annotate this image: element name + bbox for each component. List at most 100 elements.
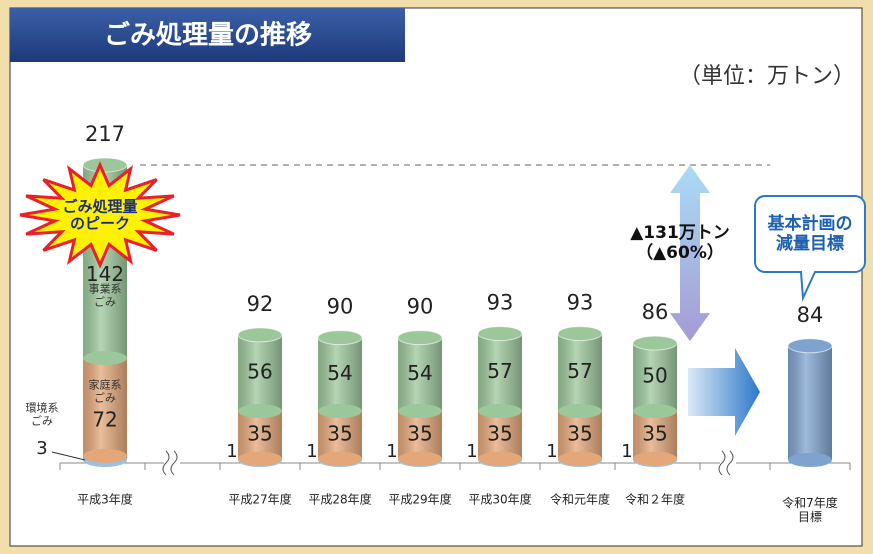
x-tick-label: 令和２年度	[625, 492, 685, 507]
value-label: 35	[642, 421, 667, 445]
segment-top	[632, 335, 678, 351]
segment-bottom	[83, 351, 127, 366]
segment-shade	[238, 334, 282, 412]
segment-shade	[633, 411, 677, 459]
value-label: 72	[92, 407, 117, 431]
cylinder-segment	[397, 330, 443, 419]
value-label: 3	[36, 438, 47, 459]
segment-bottom	[238, 451, 282, 466]
x-tick-label: 平成3年度	[77, 492, 133, 507]
total-label: 90	[327, 295, 354, 319]
value-label: 54	[407, 361, 432, 385]
x-tick-label: 平成28年度	[308, 492, 371, 507]
total-label: 93	[567, 291, 594, 315]
segment-shade	[318, 337, 362, 412]
value-label: 1	[621, 441, 632, 462]
value-label: 56	[247, 359, 272, 383]
series-name: 環境系ごみ	[26, 401, 59, 428]
segment-shade	[478, 333, 522, 412]
target-label: 基本計画の減量目標	[767, 213, 853, 254]
x-tick-label: 令和元年度	[550, 492, 610, 507]
segment-bottom	[478, 404, 522, 419]
cylinder-segment	[317, 330, 363, 419]
segment-bottom	[633, 404, 677, 419]
cylinder-segment	[477, 326, 523, 419]
axis-break-gap	[720, 451, 736, 475]
segment-top	[477, 326, 523, 342]
x-tick-label: 平成29年度	[388, 492, 451, 507]
total-label: 93	[487, 291, 514, 315]
axis-break-gap	[164, 451, 180, 475]
unit-label: （単位：万トン）	[679, 64, 855, 89]
segment-bottom	[478, 451, 522, 466]
segment-top	[237, 327, 283, 343]
value-label: 142	[86, 262, 124, 286]
value-label: 1	[546, 441, 557, 462]
segment-top	[82, 157, 128, 173]
peak-label: ごみ処理量のピーク	[62, 197, 137, 232]
segment-top	[317, 330, 363, 346]
segment-bottom	[398, 451, 442, 466]
segment-shade	[633, 343, 677, 412]
segment-bottom	[788, 453, 832, 467]
value-label: 57	[567, 359, 592, 383]
value-label: 1	[226, 441, 237, 462]
series-name: 事業系ごみ	[89, 283, 122, 309]
x-tick-label: 令和7年度目標	[782, 495, 838, 524]
cylinder-segment	[478, 411, 522, 466]
segment-top	[787, 338, 833, 354]
reduction-label: ▲131万トン（▲60%）	[630, 223, 730, 263]
value-label: 50	[642, 364, 667, 388]
cylinder-segment	[237, 327, 283, 419]
value-label: 1	[386, 441, 397, 462]
value-label: 35	[567, 421, 592, 445]
cylinder-segment	[83, 358, 127, 463]
cylinder-segment	[632, 335, 678, 419]
segment-shade	[398, 337, 442, 412]
segment-shade	[83, 358, 127, 456]
reduction-arrow	[670, 165, 710, 342]
segment-bottom	[318, 451, 362, 466]
segment-shade	[478, 411, 522, 459]
total-label: 217	[85, 122, 125, 146]
total-label: 84	[797, 303, 824, 327]
value-label: 35	[327, 421, 352, 445]
segment-bottom	[318, 404, 362, 419]
cylinder-segment	[558, 411, 602, 466]
trend-arrow	[688, 348, 760, 436]
value-label: 35	[487, 421, 512, 445]
cylinder-segment	[787, 338, 833, 467]
total-label: 92	[247, 292, 274, 316]
value-label: 35	[247, 421, 272, 445]
total-label: 90	[407, 295, 434, 319]
segment-top	[557, 326, 603, 342]
target-callout	[754, 195, 866, 302]
segment-top	[397, 330, 443, 346]
cylinder-segment	[633, 411, 677, 466]
value-label: 54	[327, 361, 352, 385]
segment-bottom	[238, 404, 282, 419]
segment-bottom	[633, 451, 677, 466]
series-name: 家庭系ごみ	[89, 378, 122, 405]
axis-break	[718, 450, 734, 476]
cylinder-segment	[318, 411, 362, 466]
segment-shade	[558, 333, 602, 412]
value-label: 1	[306, 441, 317, 462]
segment-shade	[788, 345, 832, 460]
chart-title: ごみ処理量の推移	[104, 20, 312, 51]
segment-shade	[318, 411, 362, 459]
segment-shade	[238, 411, 282, 459]
value-label: 35	[407, 421, 432, 445]
x-tick-label: 平成30年度	[468, 492, 531, 507]
cylinder-segment	[398, 411, 442, 466]
cylinder-segment	[238, 411, 282, 466]
segment-bottom	[398, 404, 442, 419]
cylinder-segment	[557, 326, 603, 419]
segment-bottom	[558, 451, 602, 466]
x-tick-label: 平成27年度	[228, 492, 291, 507]
value-label: 1	[466, 441, 477, 462]
title-box	[10, 8, 405, 62]
value-label: 57	[487, 359, 512, 383]
segment-bottom	[83, 448, 127, 463]
